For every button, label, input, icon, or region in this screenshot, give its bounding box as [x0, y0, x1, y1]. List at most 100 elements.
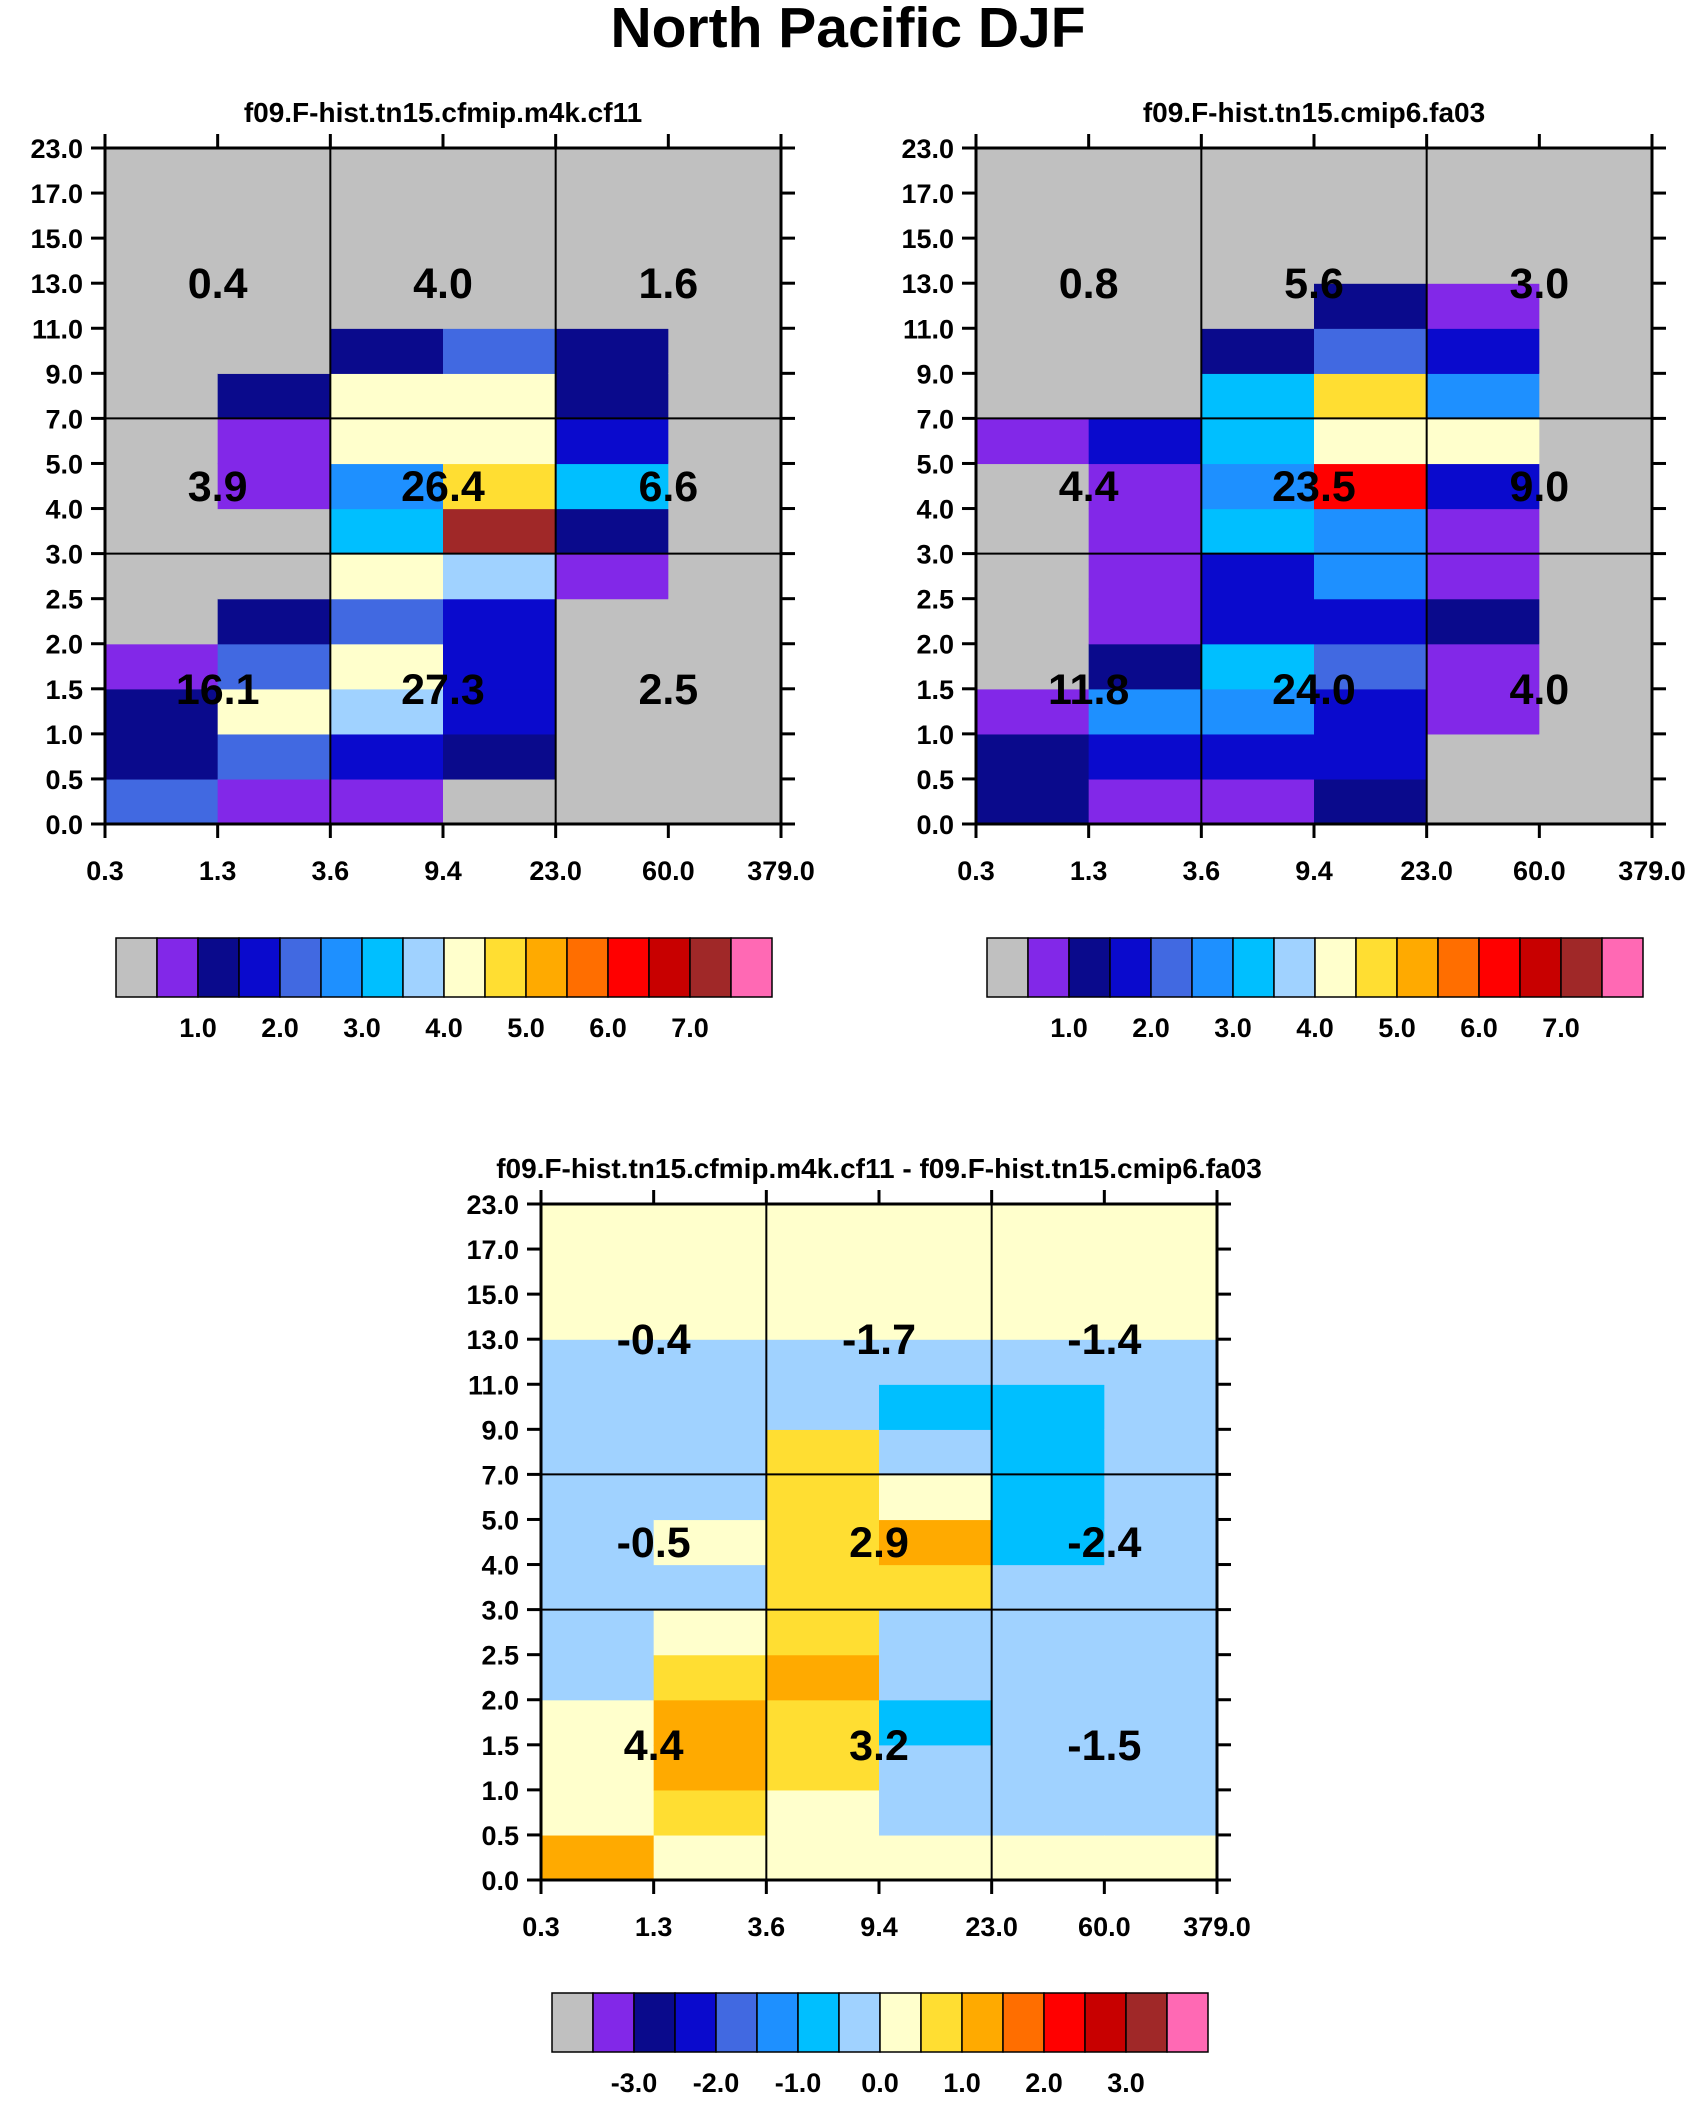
heatmap-cell: [105, 688, 219, 735]
y-tick-label: 11.0: [468, 1370, 519, 1400]
region-value: 23.5: [1272, 463, 1356, 511]
y-tick-label: 2.0: [45, 630, 83, 660]
heatmap-cell: [555, 778, 669, 825]
colorbar-label: 2.0: [261, 1013, 299, 1043]
heatmap-cell: [879, 1609, 993, 1656]
panel-difference: 0.0 0.5 1.0 1.5 2.0 2.5 3.0 4.0 5.0 7.0 9.0 11.0 13.…: [466, 1153, 1261, 2098]
heatmap-cell: [330, 733, 444, 780]
colorbar-label: 6.0: [589, 1013, 627, 1043]
colorbar-box: [1002, 1992, 1045, 2053]
colorbar-label: 3.0: [1107, 2068, 1145, 2098]
colorbar-box: [756, 1992, 799, 2053]
y-tick-label: 17.0: [901, 179, 954, 209]
heatmap-cell: [1426, 148, 1540, 194]
heatmap-cell: [1104, 1429, 1218, 1475]
heatmap-cell: [668, 193, 782, 239]
colorbar-box: [1355, 937, 1398, 998]
heatmap-cell: [766, 1654, 880, 1701]
heatmap-cell: [668, 733, 782, 780]
heatmap-cell: [1314, 328, 1428, 374]
heatmap-cell: [1104, 1384, 1218, 1430]
colorbar-box: [920, 1992, 963, 2053]
x-tick-label: 379.0: [747, 856, 815, 886]
heatmap-cell: [330, 193, 444, 239]
heatmap-cell: [879, 1789, 993, 1836]
heatmap-cell: [653, 1519, 767, 1566]
x-tick-label: 0.3: [957, 856, 995, 886]
y-tick-label: 2.5: [45, 585, 83, 615]
y-tick-label: 1.0: [916, 720, 954, 750]
heatmap-cell: [1104, 1339, 1218, 1385]
region-value: -1.4: [1067, 1316, 1141, 1364]
heatmap-cell: [991, 1384, 1105, 1430]
colorbar-label: 4.0: [425, 1013, 463, 1043]
heatmap-cell: [443, 463, 557, 510]
heatmap-cell: [443, 643, 557, 690]
heatmap-cell: [879, 1564, 993, 1611]
heatmap-cell: [217, 328, 331, 374]
y-tick-label: 0.5: [481, 1821, 519, 1851]
region-value: 4.4: [624, 1722, 684, 1770]
heatmap-cell: [1314, 238, 1428, 284]
heatmap-cell: [991, 1204, 1105, 1250]
x-tick-label: 0.3: [86, 856, 124, 886]
heatmap-cell: [555, 688, 669, 735]
heatmap-cell: [976, 193, 1090, 239]
heatmap-cell: [1088, 463, 1202, 510]
colorbar-box: [674, 1992, 717, 2053]
heatmap-cell: [1314, 193, 1428, 239]
colorbar-label: 2.0: [1132, 1013, 1170, 1043]
heatmap-cell: [1201, 733, 1315, 780]
heatmap-cell: [555, 598, 669, 645]
heatmap-cell: [1314, 283, 1428, 329]
heatmap-cell: [330, 148, 444, 194]
heatmap-cell: [1201, 283, 1315, 329]
colorbar-box: [197, 937, 240, 998]
heatmap-cell: [1539, 463, 1653, 510]
colorbar-box: [1601, 937, 1644, 998]
colorbar-box: [484, 937, 527, 998]
heatmap-cell: [1314, 598, 1428, 645]
region-value: 2.5: [638, 666, 698, 714]
heatmap-cell: [105, 148, 219, 194]
region-value: -2.4: [1067, 1519, 1141, 1567]
colorbar-box: [361, 937, 404, 998]
colorbar-label: -2.0: [693, 2068, 740, 2098]
heatmap-cell: [1104, 1789, 1218, 1836]
y-tick-label: 1.5: [45, 675, 83, 705]
heatmap-cell: [879, 1474, 993, 1521]
heatmap-cell: [1088, 283, 1202, 329]
y-tick-label: 7.0: [916, 404, 954, 434]
heatmap-cell: [879, 1249, 993, 1295]
y-tick-label: 5.0: [45, 449, 83, 479]
colorbar-box: [648, 937, 691, 998]
x-tick-label: 379.0: [1618, 856, 1686, 886]
colorbar-box: [525, 937, 568, 998]
y-tick-label: 1.5: [916, 675, 954, 705]
y-tick-label: 0.0: [45, 810, 83, 840]
heatmap-cell: [1539, 193, 1653, 239]
x-tick-label: 3.6: [1183, 856, 1221, 886]
heatmap-cell: [1426, 598, 1540, 645]
colorbar-box: [115, 937, 158, 998]
heatmap-cell: [991, 1339, 1105, 1385]
colorbar-label: 1.0: [1050, 1013, 1088, 1043]
heatmap-cell: [766, 1519, 880, 1566]
y-tick-label: 13.0: [901, 269, 954, 299]
heatmap-cell: [330, 418, 444, 465]
heatmap-cell: [1201, 778, 1315, 825]
region-value: 2.9: [849, 1519, 909, 1567]
heatmap-cell: [541, 1204, 655, 1250]
region-value: -0.4: [617, 1316, 691, 1364]
panel-model: 0.0 0.5 1.0 1.5 2.0 2.5 3.0 4.0 5.0 7.0 9.0 11.0 13.…: [30, 97, 814, 1043]
heatmap-cell: [1088, 418, 1202, 465]
heatmap-cell: [555, 283, 669, 329]
heatmap-cell: [668, 463, 782, 510]
heatmap-cell: [766, 1429, 880, 1475]
heatmap-cell: [1088, 148, 1202, 194]
heatmap-cell: [217, 688, 331, 735]
heatmap-cell: [443, 283, 557, 329]
y-tick-label: 9.0: [45, 359, 83, 389]
heatmap-cell: [1088, 598, 1202, 645]
heatmap-cell: [1314, 373, 1428, 419]
